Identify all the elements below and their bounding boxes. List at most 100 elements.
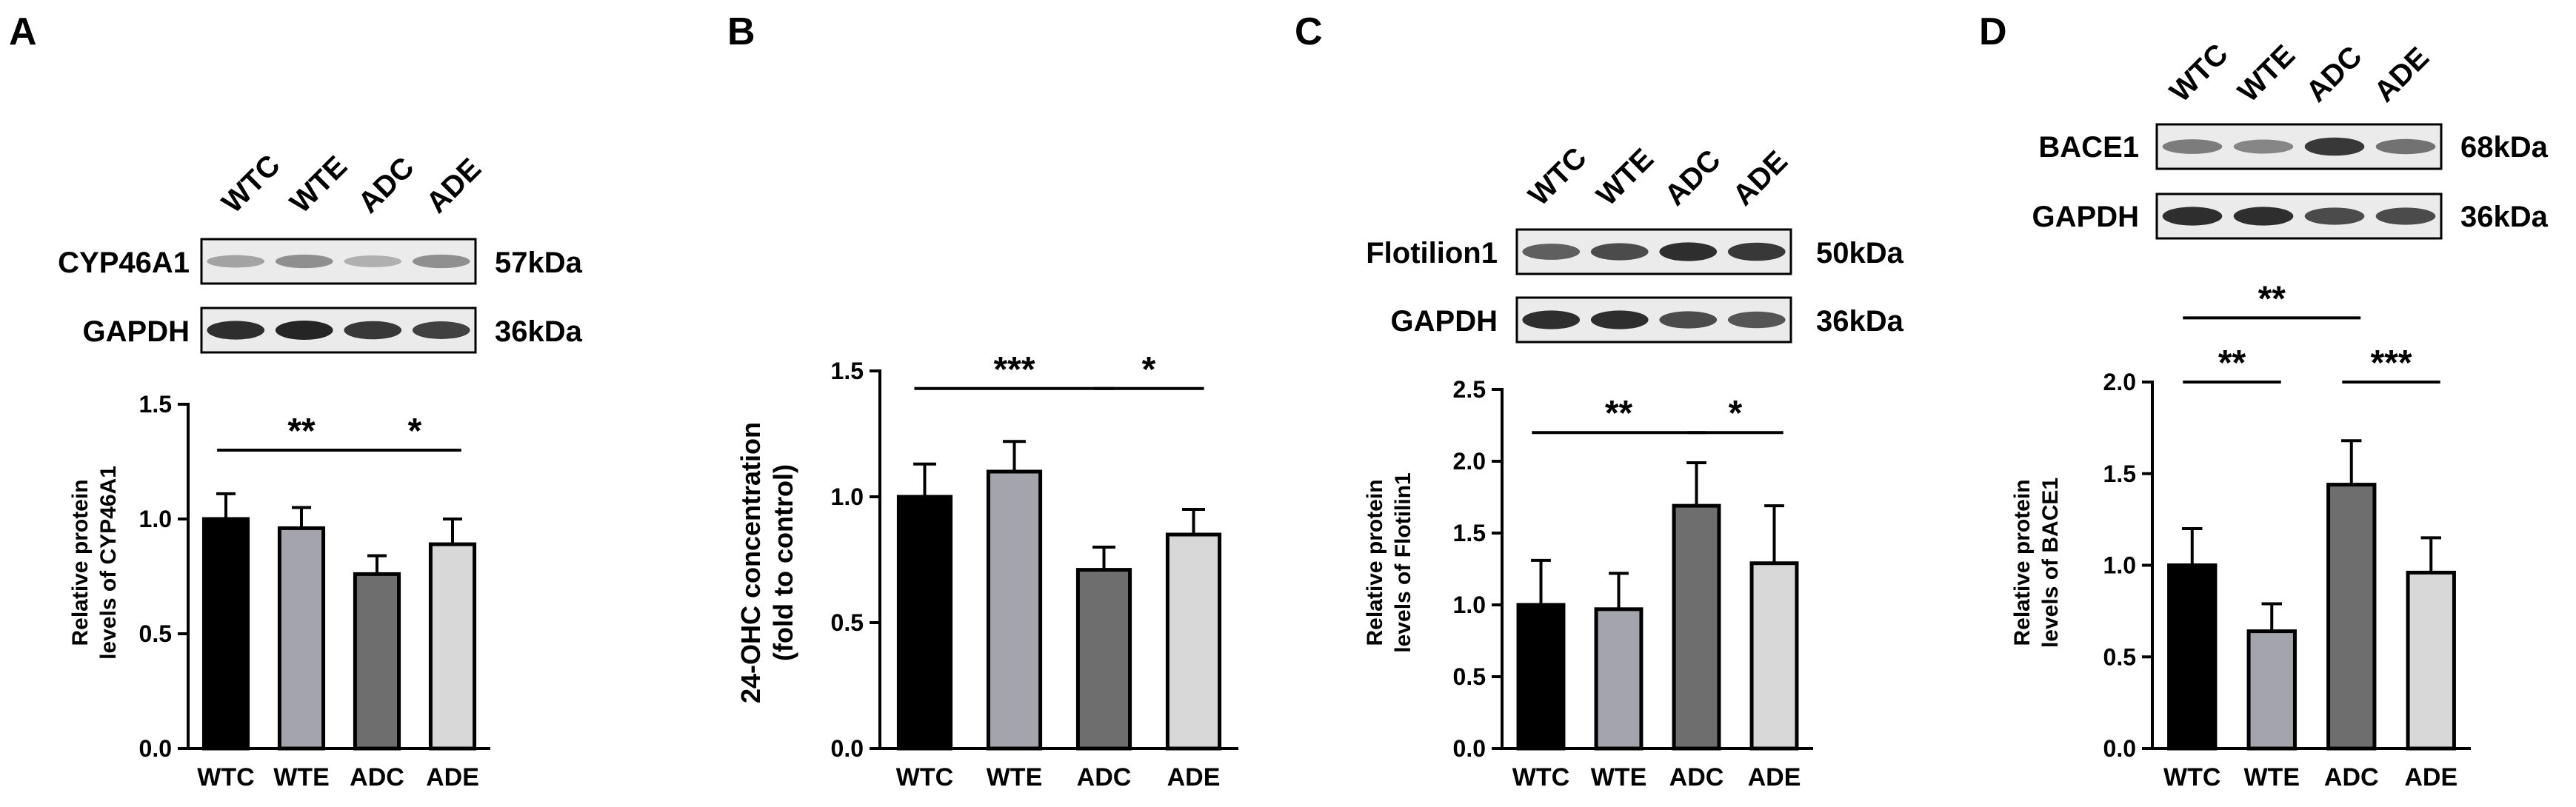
bar [1165, 532, 1222, 751]
molecular-weight: 36kDa [1816, 305, 1904, 338]
protein-label: CYP46A1 [58, 247, 190, 279]
significance-label: ** [2258, 279, 2286, 318]
bar [428, 542, 477, 751]
lane-label: ADC [2300, 40, 2368, 108]
x-tick-label: ADE [426, 763, 479, 791]
significance-label: * [408, 412, 422, 451]
y-axis-title: Relative protein [2010, 479, 2035, 646]
x-tick-label: WTC [2163, 763, 2220, 791]
significance-label: ** [287, 412, 316, 451]
band [412, 254, 470, 269]
x-tick-label: ADC [1669, 763, 1724, 791]
y-tick-label: 0.5 [2103, 643, 2136, 670]
x-tick-label: ADC [1077, 763, 1132, 791]
y-tick-label: 1.5 [2103, 461, 2136, 487]
band [2233, 139, 2294, 154]
lane-label: WTC [2163, 38, 2235, 109]
x-tick-label: WTC [896, 763, 953, 791]
band [1659, 311, 1718, 329]
x-tick-label: WTE [2243, 763, 2300, 791]
protein-bands [2162, 137, 2436, 226]
band [2375, 207, 2436, 225]
significance-label: ** [2218, 344, 2246, 383]
lane-label: ADC [352, 151, 420, 219]
x-tick-label: WTC [197, 763, 254, 791]
protein-label: GAPDH [1391, 305, 1498, 338]
panel-letter: D [1979, 10, 2007, 53]
bar [2246, 629, 2297, 751]
x-tick-label: WTC [1512, 763, 1569, 791]
bar [1075, 568, 1132, 751]
bar [896, 495, 953, 751]
bar [353, 572, 401, 751]
molecular-weight: 50kDa [1816, 237, 1904, 269]
bar [1672, 503, 1721, 751]
y-axis-title: levels of Flotilin1 [1391, 472, 1415, 652]
bar [1516, 603, 1566, 751]
band [1727, 311, 1786, 329]
western-blot: WTC WTE ADC ADE CYP46A1 GAPDH 57kDa 36kD… [58, 149, 583, 354]
protein-bands [1522, 242, 1786, 329]
x-tick-label: ADC [350, 763, 404, 791]
lane-label: WTE [2232, 38, 2301, 108]
bar [1594, 607, 1644, 751]
significance-label: * [1729, 394, 1743, 433]
y-tick-label: 1.5 [139, 391, 172, 418]
band [1590, 243, 1649, 261]
band [1522, 244, 1581, 260]
y-tick-label: 1.0 [139, 506, 172, 532]
y-tick-label: 1.0 [831, 483, 864, 510]
x-tick-label: WTE [273, 763, 330, 791]
band [1727, 242, 1786, 261]
y-axis-title: Relative protein [1363, 479, 1387, 646]
panel-letter: A [9, 10, 37, 53]
y-tick-label: 2.0 [2103, 369, 2136, 395]
lane-label: WTE [284, 150, 353, 219]
protein-label: Flotilion1 [1366, 237, 1498, 269]
y-axis-title: levels of CYP46A1 [96, 466, 121, 660]
band [207, 321, 265, 340]
lane-label: WTC [216, 149, 287, 220]
protein-label: GAPDH [83, 315, 190, 348]
panel-letter: B [727, 10, 755, 53]
x-tick-label: ADE [2404, 763, 2457, 791]
x-tick-label: WTE [1591, 763, 1647, 791]
y-tick-label: 1.5 [831, 358, 864, 384]
lane-label: ADE [1726, 145, 1794, 212]
bar [2167, 563, 2218, 751]
molecular-weight: 57kDa [495, 247, 583, 279]
bar-chart: 24-OHC concentration (fold to control) 0… [735, 350, 1238, 791]
y-tick-label: 0.0 [139, 735, 172, 762]
band [2304, 137, 2365, 156]
y-tick-label: 0.5 [139, 620, 172, 647]
bar [2326, 483, 2377, 751]
band [2162, 139, 2223, 154]
y-tick-label: 1.5 [1453, 520, 1486, 546]
molecular-weight: 36kDa [2460, 201, 2549, 233]
bar-chart: Relative protein levels of Flotilin1 0.0… [1363, 376, 1813, 791]
panel-a: A WTC WTE ADC ADE CYP46A1 GAPDH 57kDa 36… [9, 10, 583, 791]
significance-label: *** [2370, 344, 2412, 383]
significance-label: *** [993, 350, 1035, 389]
x-tick-label: ADC [2324, 763, 2379, 791]
y-tick-label: 0.0 [831, 735, 864, 762]
y-axis-title: levels of BACE1 [2038, 478, 2063, 648]
y-axis-title: (fold to control) [768, 464, 798, 661]
y-tick-label: 0.5 [831, 609, 864, 636]
bar [277, 526, 326, 751]
x-tick-label: WTE [987, 763, 1043, 791]
protein-bands [207, 254, 470, 340]
band [412, 321, 470, 339]
western-blot: WTC WTE ADC ADE BACE1 GAPDH 68kDa 36kDa [2032, 38, 2549, 240]
y-tick-label: 2.0 [1453, 448, 1486, 475]
panel-c: C WTC WTE ADC ADE Flotilion1 GAPDH 50kDa… [1295, 10, 1904, 791]
bar-chart: Relative protein levels of BACE1 0.0 0.5 1… [2010, 279, 2471, 791]
band [207, 255, 265, 268]
y-tick-label: 2.5 [1453, 376, 1486, 403]
protein-label: BACE1 [2038, 131, 2139, 164]
significance-label: * [1142, 350, 1156, 389]
molecular-weight: 36kDa [495, 315, 583, 348]
band [344, 321, 402, 340]
band [1522, 310, 1581, 329]
